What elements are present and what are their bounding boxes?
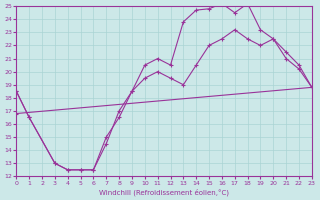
X-axis label: Windchill (Refroidissement éolien,°C): Windchill (Refroidissement éolien,°C) bbox=[99, 188, 229, 196]
